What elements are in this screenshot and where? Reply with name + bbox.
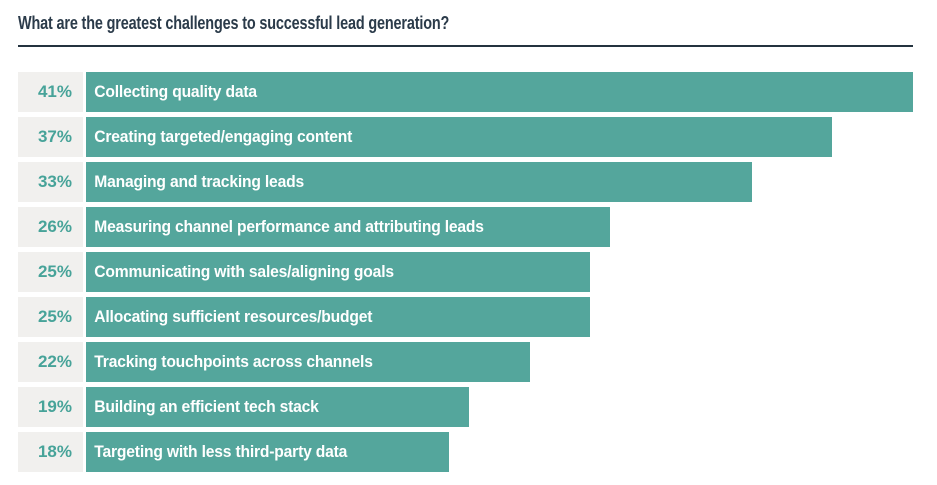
bar: Communicating with sales/aligning goals (86, 252, 591, 292)
category-label: Measuring channel performance and attrib… (94, 217, 484, 236)
category-label: Tracking touchpoints across channels (94, 352, 373, 371)
category-label: Building an efficient tech stack (94, 397, 319, 416)
bar-row: 26% Measuring channel performance and at… (18, 207, 913, 247)
bar-row: 25% Allocating sufficient resources/budg… (18, 297, 913, 337)
value-label: 19% (18, 387, 83, 427)
category-label: Creating targeted/engaging content (94, 127, 353, 146)
bar: Managing and tracking leads (86, 162, 752, 202)
value-label: 18% (18, 432, 83, 472)
category-label: Collecting quality data (94, 82, 257, 101)
bar: Creating targeted/engaging content (86, 117, 833, 157)
bar: Tracking touchpoints across channels (86, 342, 530, 382)
bar-row: 37% Creating targeted/engaging content (18, 117, 913, 157)
value-label: 22% (18, 342, 83, 382)
bar: Allocating sufficient resources/budget (86, 297, 591, 337)
category-label: Communicating with sales/aligning goals (94, 262, 394, 281)
value-label: 33% (18, 162, 83, 202)
value-label: 26% (18, 207, 83, 247)
bar-chart: 41% Collecting quality data 37% Creating… (18, 72, 913, 472)
bar: Collecting quality data (86, 72, 913, 112)
bar-row: 25% Communicating with sales/aligning go… (18, 252, 913, 292)
value-label: 41% (18, 72, 83, 112)
title-underline (18, 45, 913, 47)
bar: Measuring channel performance and attrib… (86, 207, 611, 247)
category-label: Managing and tracking leads (94, 172, 304, 191)
value-label: 25% (18, 297, 83, 337)
value-label: 37% (18, 117, 83, 157)
bar-row: 22% Tracking touchpoints across channels (18, 342, 913, 382)
category-label: Allocating sufficient resources/budget (94, 307, 373, 326)
bar-row: 19% Building an efficient tech stack (18, 387, 913, 427)
bar-row: 33% Managing and tracking leads (18, 162, 913, 202)
bar: Targeting with less third-party data (86, 432, 450, 472)
bar-row: 41% Collecting quality data (18, 72, 913, 112)
value-label: 25% (18, 252, 83, 292)
category-label: Targeting with less third-party data (94, 442, 348, 461)
bar-row: 18% Targeting with less third-party data (18, 432, 913, 472)
chart-title: What are the greatest challenges to succ… (18, 12, 450, 33)
bar: Building an efficient tech stack (86, 387, 470, 427)
